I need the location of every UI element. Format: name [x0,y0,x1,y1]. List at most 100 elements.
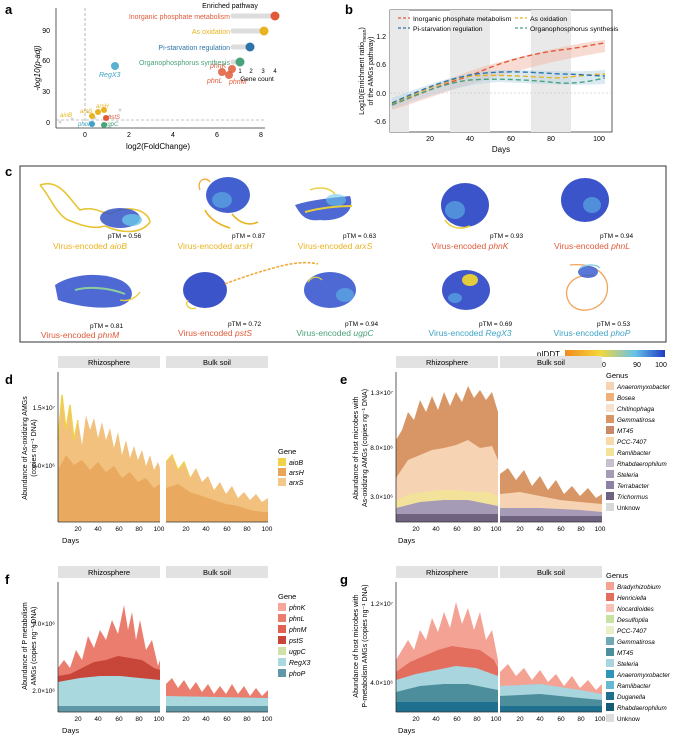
c-plddt-90: 90 [633,362,641,369]
f-xtick-r100: 100 [154,716,165,723]
g-legend-9: Ramlibacter [617,683,651,690]
b-xtick-60: 60 [507,136,515,143]
g-legend-6: MT45 [617,650,634,657]
g-legend-0: Bradyrhizobium [617,584,661,591]
d-facet-bulk: Bulk soil [203,358,231,367]
panel-e-label: e [340,372,347,387]
c-ptm-phnk: pTM = 0.93 [490,233,523,240]
d-xtick-r80: 80 [135,526,143,533]
a-inset-title: Enriched pathway [202,3,258,10]
g-ytick-4e6: 4.0×10⁶ [370,680,393,687]
g-xlabel: Days [398,726,415,735]
e-xtick-r40: 40 [432,526,440,533]
a-xtick-2: 2 [127,132,131,139]
a-ytick-90: 90 [42,28,50,35]
d-ytick-5e6: 5.0×10⁶ [32,463,55,470]
protein-structure-aiob [39,182,151,233]
f-legend-0: phnK [288,605,306,612]
c-ptm-arsh: pTM = 0.87 [232,233,265,240]
c-ptm-phop: pTM = 0.53 [597,321,630,328]
c-name-psts: Virus-encoded pstS [178,328,252,338]
e-ylabel: Abundance of host microbes with [353,396,360,499]
a-inset-bars [230,11,280,67]
d-facet-rhizosphere: Rhizosphere [88,358,130,367]
e-xtick-b20: 20 [516,526,524,533]
f-ytick-9e6: 9.0×10⁶ [32,621,55,628]
b-legend-1: As oxidation [530,16,567,23]
a-gene-aiob: aioB [60,113,72,119]
f-xtick-r20: 20 [74,716,82,723]
d-xtick-b60: 60 [223,526,231,533]
g-legend-1: Henriciella [617,595,647,602]
a-inset-xtick-1: 1 [238,69,242,75]
a-pathway-0: Inorganic phosphate metabolism [129,14,230,21]
a-gene-regx3: RegX3 [99,72,121,79]
g-legend: Bradyrhizobium Henriciella Nocardioides … [606,582,671,723]
e-xtick-b80: 80 [577,526,585,533]
c-name-phnk: Virus-encoded phnK [432,241,509,251]
g-xtick-r20: 20 [412,716,420,723]
g-xtick-b60: 60 [557,716,565,723]
d-xtick-b100: 100 [262,526,273,533]
a-xtick-8: 8 [259,132,263,139]
panel-a-label: a [5,2,13,17]
a-gene-phnl: phnL [206,78,223,85]
e-xtick-r60: 60 [453,526,461,533]
a-gene-ugpc: ugpC [104,122,119,128]
c-plddt-70: 70 [598,362,606,369]
e-legend-4: MT45 [617,428,634,435]
c-ptm-ugpc: pTM = 0.94 [345,321,378,328]
g-xtick-b80: 80 [577,716,585,723]
e-ytick-13e7: 1.3×10⁷ [371,390,394,397]
a-pathway-2: Pi-starvation regulation [158,45,230,52]
g-legend-4: PCC-7407 [617,628,647,635]
a-pathway-3: Organophosphorus synthesis [139,60,231,67]
f-xtick-b40: 40 [202,716,210,723]
a-xtick-4: 4 [171,132,175,139]
c-ptm-arxs: pTM = 0.63 [343,233,376,240]
b-line-aso [391,73,606,105]
d-xtick-r100: 100 [154,526,165,533]
b-xtick-80: 80 [547,136,555,143]
c-name-arsh: Virus-encoded arsH [178,241,254,251]
c-plddt-100: 100 [655,362,667,369]
a-inset-xtick-4: 4 [273,69,277,75]
f-xtick-r60: 60 [115,716,123,723]
e-legend-1: Bosea [617,395,635,402]
panel-b-label: b [345,2,353,17]
protein-structure-phop [565,264,608,311]
d-legend-aiob: aioB [289,460,303,467]
e-legend-3: Gemmatirosa [617,417,655,424]
f-legend-title: Gene [278,592,296,601]
protein-structure-arxs [295,187,353,221]
d-legend-arsh: arsH [289,470,305,477]
b-ytick-00: 0.0 [376,91,386,98]
g-legend-title: Genus [606,571,628,580]
c-name-arxs: Virus-encoded arxS [298,241,373,251]
g-legend-7: Steleria [617,661,639,668]
e-facet-rhizosphere: Rhizosphere [426,358,468,367]
c-plddt-title: pIDDT [537,350,560,359]
d-xtick-r20: 20 [74,526,82,533]
e-xlabel: Days [398,536,415,545]
e-xtick-b100: 100 [595,526,606,533]
a-gene-phnk: phnK [209,63,227,70]
e-legend-0: Anaeromyxobacter [616,384,671,391]
protein-structure-phnm [55,274,141,308]
d-xlabel: Days [62,536,79,545]
b-xtick-40: 40 [466,136,474,143]
panel-d: d Rhizosphere Bulk soil 5.0×10⁶ 1.5×10⁷ … [5,356,305,545]
d-xtick-b40: 40 [202,526,210,533]
e-xtick-r80: 80 [473,526,481,533]
protein-structure-regx3 [442,270,490,310]
e-legend-title: Genus [606,371,628,380]
panel-f-label: f [5,572,10,587]
f-xtick-r80: 80 [135,716,143,723]
c-ptm-regx3: pTM = 0.69 [479,321,512,328]
d-xtick-r40: 40 [94,526,102,533]
e-xtick-r100: 100 [491,526,502,533]
d-ylabel: Abundance of As-oxidizing AMGs [22,396,29,500]
d-legend-title: Gene [278,447,296,456]
c-name-phnl: Virus-encoded phnL [554,241,630,251]
a-xtick-6: 6 [215,132,219,139]
